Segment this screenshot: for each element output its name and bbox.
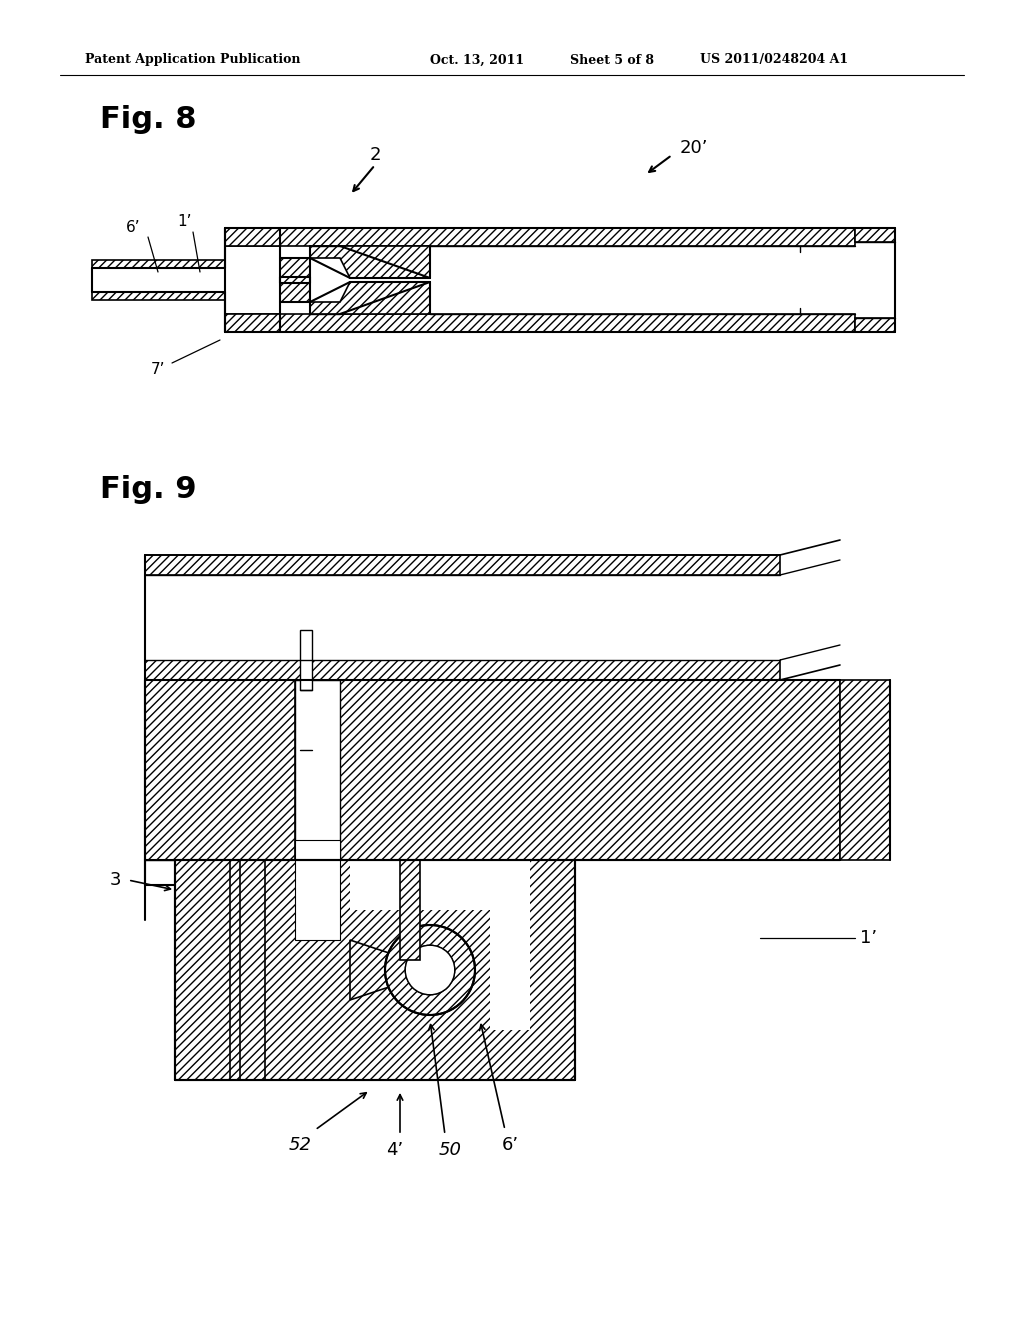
Text: 50: 50	[438, 1140, 462, 1159]
Text: 1’: 1’	[178, 214, 193, 230]
Polygon shape	[840, 680, 890, 861]
Text: 2: 2	[370, 147, 382, 164]
Text: US 2011/0248204 A1: US 2011/0248204 A1	[700, 54, 848, 66]
Circle shape	[406, 945, 455, 995]
Polygon shape	[175, 861, 230, 1080]
Polygon shape	[350, 861, 530, 1030]
Polygon shape	[145, 680, 295, 861]
Text: 6’: 6’	[126, 220, 140, 235]
Text: Oct. 13, 2011: Oct. 13, 2011	[430, 54, 524, 66]
Text: 1’: 1’	[860, 929, 878, 946]
Polygon shape	[145, 660, 780, 680]
Polygon shape	[340, 680, 840, 861]
Text: Sheet 5 of 8: Sheet 5 of 8	[570, 54, 654, 66]
Bar	[295, 840, 340, 940]
Polygon shape	[855, 228, 895, 242]
Text: 4’: 4’	[386, 1140, 403, 1159]
Polygon shape	[175, 861, 575, 1080]
Polygon shape	[240, 861, 265, 1080]
Circle shape	[385, 925, 475, 1015]
Text: 20’: 20’	[680, 139, 709, 157]
Polygon shape	[350, 940, 410, 1001]
Bar	[92, 292, 225, 300]
Bar	[225, 314, 855, 333]
Polygon shape	[310, 282, 430, 314]
Text: 52: 52	[289, 1137, 311, 1154]
Bar	[225, 228, 855, 246]
Polygon shape	[310, 246, 430, 279]
Bar	[92, 260, 225, 268]
Text: Fig. 8: Fig. 8	[100, 106, 197, 135]
Text: 6’: 6’	[502, 1137, 518, 1154]
Text: 3: 3	[110, 871, 121, 888]
Polygon shape	[400, 861, 420, 960]
Bar	[145, 576, 780, 660]
Text: Patent Application Publication: Patent Application Publication	[85, 54, 300, 66]
Polygon shape	[855, 318, 895, 333]
Bar	[300, 630, 312, 690]
Polygon shape	[225, 228, 310, 282]
Circle shape	[406, 945, 455, 995]
Text: 7’: 7’	[151, 363, 165, 378]
Bar	[295, 680, 340, 861]
Polygon shape	[225, 277, 310, 333]
Polygon shape	[145, 554, 780, 576]
Text: Fig. 9: Fig. 9	[100, 475, 197, 504]
